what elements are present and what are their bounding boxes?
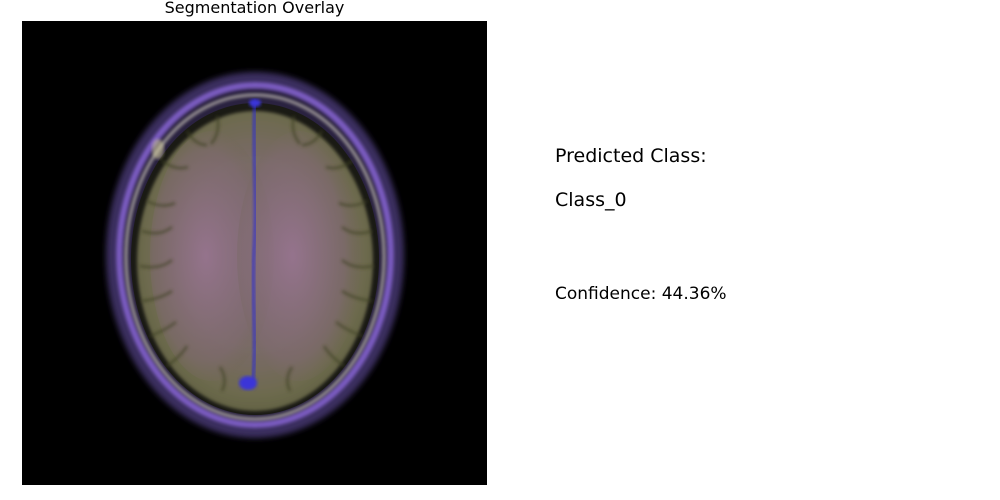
confidence-label: Confidence: 44.36% — [555, 284, 727, 304]
segmentation-overlay-image — [22, 21, 487, 485]
prediction-panel: Predicted Class: Class_0 Confidence: 44.… — [555, 0, 975, 500]
predicted-class-value: Class_0 — [555, 189, 627, 211]
image-title: Segmentation Overlay — [164, 0, 345, 17]
predicted-class-heading: Predicted Class: — [555, 145, 707, 167]
brain-mri-image — [106, 72, 404, 438]
